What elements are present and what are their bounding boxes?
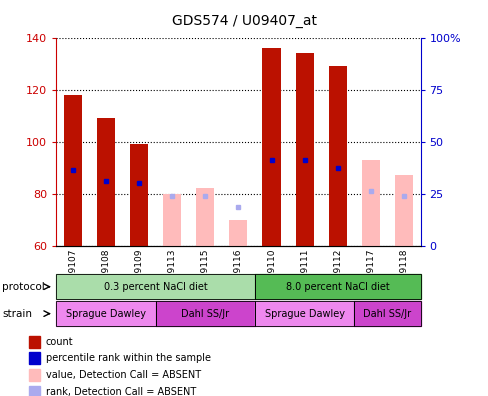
Text: Dahl SS/Jr: Dahl SS/Jr xyxy=(181,308,229,319)
Bar xyxy=(328,66,346,246)
Text: strain: strain xyxy=(2,308,32,319)
Bar xyxy=(196,188,214,246)
Text: GDS574 / U09407_at: GDS574 / U09407_at xyxy=(172,14,316,28)
Text: Sprague Dawley: Sprague Dawley xyxy=(264,308,344,319)
Text: rank, Detection Call = ABSENT: rank, Detection Call = ABSENT xyxy=(46,386,196,396)
Text: count: count xyxy=(46,337,73,347)
Bar xyxy=(163,194,181,246)
Text: 0.3 percent NaCl diet: 0.3 percent NaCl diet xyxy=(103,282,207,292)
Bar xyxy=(130,144,148,246)
Text: percentile rank within the sample: percentile rank within the sample xyxy=(46,353,210,364)
Bar xyxy=(63,95,81,246)
Text: protocol: protocol xyxy=(2,282,45,292)
Bar xyxy=(262,48,280,246)
Text: value, Detection Call = ABSENT: value, Detection Call = ABSENT xyxy=(46,370,201,380)
Text: Dahl SS/Jr: Dahl SS/Jr xyxy=(363,308,410,319)
Bar xyxy=(361,160,379,246)
Bar xyxy=(97,118,115,246)
Text: 8.0 percent NaCl diet: 8.0 percent NaCl diet xyxy=(285,282,389,292)
Text: Sprague Dawley: Sprague Dawley xyxy=(66,308,145,319)
Bar xyxy=(229,219,247,246)
Bar xyxy=(394,175,412,246)
Bar xyxy=(295,53,313,246)
